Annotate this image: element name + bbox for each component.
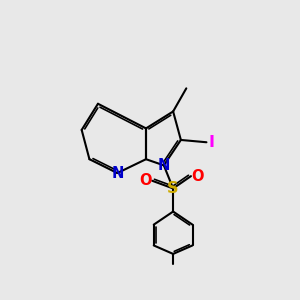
Text: N: N	[111, 166, 124, 181]
Text: N: N	[158, 158, 170, 173]
Text: I: I	[208, 135, 214, 150]
Text: O: O	[192, 169, 204, 184]
Text: O: O	[139, 173, 152, 188]
Text: S: S	[167, 181, 179, 196]
